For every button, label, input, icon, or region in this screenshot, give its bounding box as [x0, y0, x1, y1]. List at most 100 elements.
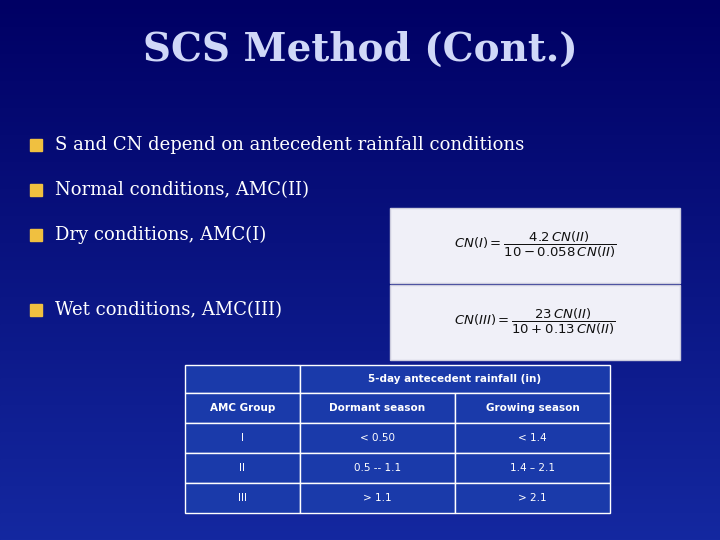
Bar: [0, 38, 720, 39]
Bar: [0, 354, 720, 355]
Bar: [0, 199, 720, 200]
Bar: [0, 241, 720, 242]
Bar: [0, 183, 720, 184]
Bar: [0, 255, 720, 256]
Bar: [0, 52, 720, 53]
Bar: [0, 112, 720, 113]
Bar: [0, 526, 720, 527]
Bar: [0, 9, 720, 10]
Bar: [0, 257, 720, 258]
Bar: [0, 350, 720, 351]
Bar: [0, 456, 720, 457]
Bar: [0, 221, 720, 222]
Bar: [0, 384, 720, 385]
Bar: [0, 493, 720, 494]
Bar: [0, 309, 720, 310]
Bar: [0, 307, 720, 308]
Bar: [0, 216, 720, 217]
Text: < 0.50: < 0.50: [360, 433, 395, 443]
Bar: [0, 369, 720, 370]
Bar: [0, 352, 720, 353]
Bar: [0, 454, 720, 455]
Bar: [0, 376, 720, 377]
Bar: [0, 346, 720, 347]
Bar: [0, 528, 720, 529]
Bar: [0, 433, 720, 434]
Bar: [0, 217, 720, 218]
Bar: [0, 94, 720, 95]
Bar: [0, 260, 720, 261]
Bar: [0, 471, 720, 472]
Bar: [0, 367, 720, 368]
Bar: [0, 245, 720, 246]
Bar: [390, 285, 680, 360]
Bar: [0, 448, 720, 449]
Bar: [0, 76, 720, 77]
Bar: [0, 296, 720, 297]
Bar: [0, 254, 720, 255]
Bar: [0, 157, 720, 158]
Bar: [0, 30, 720, 31]
Bar: [0, 431, 720, 432]
Bar: [0, 101, 720, 102]
Bar: [0, 283, 720, 284]
Bar: [0, 46, 720, 47]
Bar: [0, 242, 720, 243]
Bar: [0, 56, 720, 57]
Bar: [0, 356, 720, 357]
Bar: [0, 131, 720, 132]
Bar: [0, 302, 720, 303]
Bar: [0, 249, 720, 250]
Bar: [0, 11, 720, 12]
Bar: [0, 83, 720, 84]
Bar: [0, 399, 720, 400]
Bar: [0, 364, 720, 365]
Bar: [0, 430, 720, 431]
Bar: [0, 225, 720, 226]
Bar: [30, 139, 42, 151]
Bar: [0, 12, 720, 13]
Bar: [0, 353, 720, 354]
Bar: [0, 132, 720, 133]
Bar: [0, 379, 720, 380]
Bar: [0, 380, 720, 381]
Bar: [0, 536, 720, 537]
Bar: [0, 247, 720, 248]
Bar: [300, 365, 610, 393]
Bar: [0, 80, 720, 81]
Bar: [0, 534, 720, 535]
Bar: [0, 63, 720, 64]
Bar: [0, 95, 720, 96]
Bar: [0, 473, 720, 474]
Bar: [0, 501, 720, 502]
Bar: [0, 137, 720, 138]
Text: AMC Group: AMC Group: [210, 403, 275, 413]
Bar: [0, 228, 720, 229]
Bar: [0, 148, 720, 149]
Bar: [0, 484, 720, 485]
Bar: [0, 198, 720, 199]
Bar: [0, 20, 720, 21]
Bar: [0, 191, 720, 192]
Bar: [0, 277, 720, 278]
Bar: [0, 280, 720, 281]
Bar: [0, 175, 720, 176]
Bar: [0, 324, 720, 325]
Bar: [0, 403, 720, 404]
Bar: [0, 335, 720, 336]
Bar: [0, 68, 720, 69]
Text: > 2.1: > 2.1: [518, 493, 546, 503]
Bar: [0, 408, 720, 409]
Bar: [0, 269, 720, 270]
Bar: [0, 33, 720, 34]
Bar: [0, 295, 720, 296]
Bar: [0, 189, 720, 190]
Bar: [0, 278, 720, 279]
Bar: [0, 500, 720, 501]
Bar: [0, 289, 720, 290]
Bar: [0, 371, 720, 372]
Bar: [0, 297, 720, 298]
Bar: [0, 128, 720, 129]
Bar: [0, 188, 720, 189]
Bar: [0, 387, 720, 388]
